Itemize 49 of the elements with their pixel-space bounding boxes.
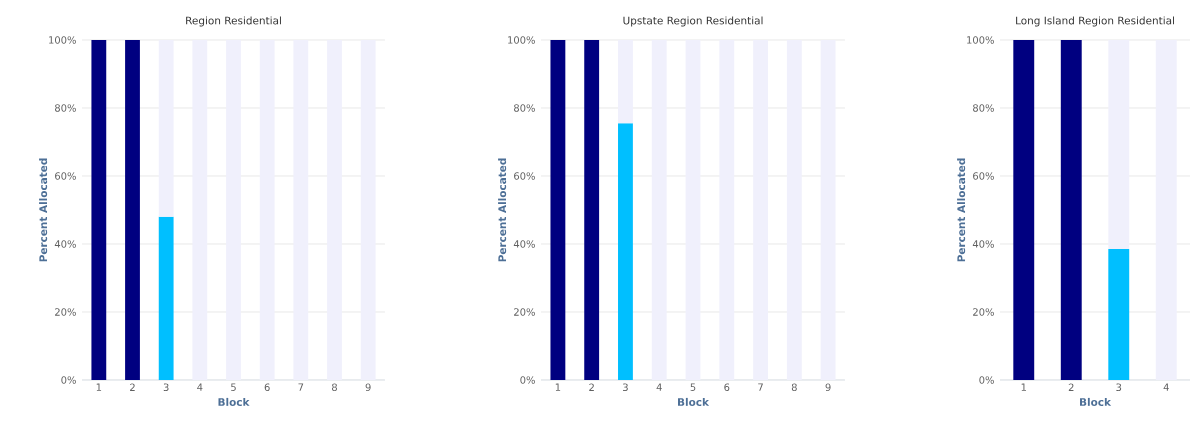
- y-tick-label: 0%: [61, 376, 76, 384]
- y-tick-label: 40%: [972, 240, 994, 248]
- chart-title: Region Residential: [186, 16, 281, 27]
- x-tick-label: 2: [589, 383, 594, 391]
- x-tick-label: 3: [623, 383, 628, 392]
- chart-title: Upstate Region Residential: [623, 16, 763, 27]
- y-tick-label: 100%: [508, 36, 535, 44]
- x-tick-label: 5: [690, 383, 696, 391]
- x-tick-label: 6: [264, 383, 270, 392]
- y-tick-label: 0%: [520, 376, 535, 384]
- x-tick-label: 5: [231, 383, 236, 391]
- x-tick-label: 4: [197, 383, 203, 391]
- x-tick-label: 4: [656, 383, 662, 391]
- x-tick-label: 3: [163, 383, 169, 392]
- x-axis-title: Block: [1080, 397, 1112, 406]
- x-axis-title: Block: [678, 397, 710, 406]
- y-tick-label: 20%: [55, 308, 76, 316]
- y-tick-label: 60%: [973, 172, 994, 180]
- y-tick-label: 20%: [973, 308, 994, 316]
- y-tick-label: 100%: [49, 36, 76, 44]
- y-axis-title: Percent Allocated: [39, 158, 48, 262]
- y-tick-label: 20%: [514, 308, 535, 316]
- x-tick-label: 8: [791, 383, 797, 392]
- x-tick-label: 4: [1163, 383, 1169, 391]
- chart-title: Long Island Region Residential: [1016, 16, 1174, 27]
- x-tick-label: 1: [1021, 383, 1027, 391]
- y-tick-label: 60%: [514, 172, 535, 180]
- x-tick-label: 1: [96, 383, 102, 391]
- x-tick-label: 9: [825, 383, 831, 392]
- x-tick-label: 3: [1116, 383, 1122, 392]
- y-tick-label: 40%: [513, 240, 535, 248]
- y-tick-label: 80%: [55, 104, 76, 112]
- y-tick-label: 60%: [55, 172, 76, 180]
- x-tick-label: 2: [1068, 383, 1074, 391]
- x-tick-label: 1: [555, 383, 561, 391]
- y-axis-title: Percent Allocated: [957, 158, 966, 262]
- x-axis-title: Block: [218, 397, 250, 406]
- x-tick-label: 6: [724, 383, 730, 392]
- x-tick-label: 8: [332, 383, 337, 392]
- y-tick-label: 40%: [54, 240, 76, 248]
- y-tick-label: 80%: [514, 104, 535, 112]
- y-tick-label: 0%: [979, 376, 994, 384]
- x-tick-label: 7: [758, 383, 763, 391]
- x-tick-label: 2: [130, 383, 135, 391]
- y-tick-label: 100%: [967, 36, 994, 44]
- y-axis-title: Percent Allocated: [498, 158, 507, 262]
- y-tick-label: 80%: [973, 104, 994, 112]
- x-tick-label: 9: [365, 383, 371, 392]
- x-tick-label: 7: [298, 383, 304, 391]
